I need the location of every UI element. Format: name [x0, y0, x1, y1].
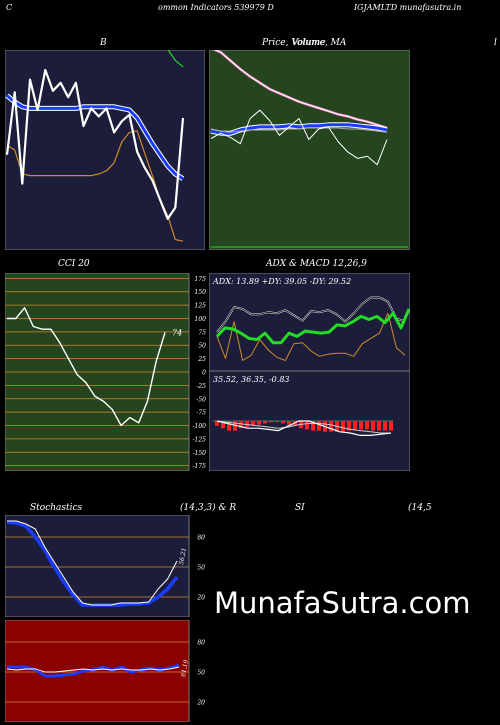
stochastics-chart: 80 50 20 56.21	[5, 515, 205, 617]
macd-histogram-bar	[347, 421, 351, 431]
price-line	[214, 50, 388, 129]
adx-stats: ADX: 13.89 +DY: 39.05 -DY: 29.52	[212, 277, 351, 286]
macd-stats: 35.52, 36.35, -0.83	[213, 375, 290, 384]
price-ma-title: Price, Volume, MA	[262, 38, 347, 48]
macd-histogram-bar	[353, 421, 357, 430]
macd-histogram-bar	[371, 421, 375, 431]
cci-tick-label: -150	[193, 450, 207, 457]
macd-histogram-bar	[275, 421, 279, 423]
stochastics-background	[5, 515, 190, 617]
adx-line	[215, 308, 410, 345]
macd-histogram-bar	[317, 421, 321, 431]
macd-signal-line	[216, 420, 391, 434]
stochastics-k-line	[7, 520, 178, 606]
header-right: IGJAMLTD munafasutra.in	[354, 3, 462, 12]
macd-histogram-bar	[221, 421, 225, 429]
macd-histogram-bar	[377, 421, 381, 431]
cci-tick-label: 100	[195, 316, 207, 323]
cci-tick-label: 75	[198, 329, 206, 336]
rsi-tick-label: 20	[196, 700, 205, 707]
rsi-average-line	[6, 666, 180, 673]
minus-di-line	[216, 312, 406, 361]
macd-histogram-bar	[245, 421, 249, 427]
stochastics-tick-label: 20	[196, 595, 205, 602]
rsi-title: SI	[295, 503, 305, 513]
macd-histogram-bar	[227, 421, 231, 431]
cci-tick-label: -75	[196, 410, 206, 417]
macd-line	[216, 420, 392, 437]
macd-histogram-bar	[215, 421, 219, 426]
cci-value-label: 74	[172, 328, 182, 337]
bands-title: B	[100, 38, 107, 48]
cci-tick-label: 0	[202, 370, 206, 377]
cci-tick-label: 50	[198, 343, 206, 350]
cci-title: CCI 20	[58, 259, 90, 269]
close-line	[210, 109, 388, 166]
cci-tick-label: -100	[193, 423, 207, 430]
cci-tick-label: 175	[195, 276, 207, 283]
macd-histogram-bar	[263, 421, 267, 424]
ma-fast-line	[210, 123, 388, 135]
cci-tick-label: 150	[195, 289, 207, 296]
macd-chart: 35.52, 36.35, -0.83	[209, 371, 410, 471]
cci-tick-label: 25	[197, 356, 206, 363]
stochastics-title: Stochastics	[30, 503, 83, 513]
cci-tick-label: -25	[196, 383, 206, 390]
ma-slow-line	[210, 127, 388, 133]
adx-chart: ADX: 13.89 +DY: 39.05 -DY: 29.52	[209, 273, 410, 371]
cci-tick-label: -50	[196, 396, 206, 403]
macd-histogram-bar	[287, 421, 291, 425]
cci-line	[7, 307, 166, 427]
bands-background	[5, 50, 205, 250]
macd-histogram-bar	[389, 421, 393, 431]
stochastics-value-label: 56.21	[178, 547, 188, 565]
macd-histogram-bar	[269, 421, 273, 423]
cci-tick-label: 125	[195, 303, 207, 310]
macd-histogram-bar	[383, 421, 387, 431]
rsi-params: (14,5	[408, 503, 432, 513]
macd-histogram-bar	[305, 421, 309, 430]
cci-tick-label: -175	[193, 463, 207, 470]
rsi-tick-label: 50	[197, 670, 205, 677]
volume-overlay-label: Volume	[292, 38, 326, 48]
macd-histogram-bar	[251, 421, 255, 426]
macd-histogram-bar	[311, 421, 315, 431]
cci-tick-label: -125	[193, 436, 207, 443]
stochastics-tick-label: 80	[197, 535, 205, 542]
macd-histogram-bar	[239, 421, 243, 429]
rsi-value-label: 61.19	[180, 659, 190, 677]
plus-di-line	[216, 297, 406, 333]
watermark: MunafaSutra.com	[214, 586, 471, 620]
header-center: ommon Indicators 539979 D	[158, 3, 274, 12]
bollinger-bands-chart	[5, 50, 205, 250]
macd-histogram-bar	[359, 421, 363, 430]
macd-histogram-bar	[341, 421, 345, 432]
stochastics-tick-label: 50	[197, 565, 205, 572]
edge-mark: l	[494, 38, 497, 48]
stochastics-params: (14,3,3) & R	[180, 503, 237, 513]
macd-histogram-bar	[281, 421, 285, 424]
rsi-tick-label: 80	[197, 640, 205, 647]
macd-histogram-bar	[329, 421, 333, 432]
header-left: C	[6, 3, 13, 12]
adx-background	[209, 273, 410, 371]
price-line	[5, 68, 185, 220]
macd-histogram-bar	[257, 421, 261, 425]
macd-histogram-bar	[365, 421, 369, 430]
cci-chart: 175 150 125 100 75 50 25 0 -25 -50 -75 -100 -125 -150…	[5, 273, 207, 471]
price-ma-chart	[209, 50, 410, 250]
rsi-chart: 80 50 20 61.19	[5, 620, 205, 722]
price-background	[209, 50, 410, 250]
lower-band-line	[6, 130, 184, 242]
adx-title: ADX & MACD 12,26,9	[266, 259, 367, 269]
